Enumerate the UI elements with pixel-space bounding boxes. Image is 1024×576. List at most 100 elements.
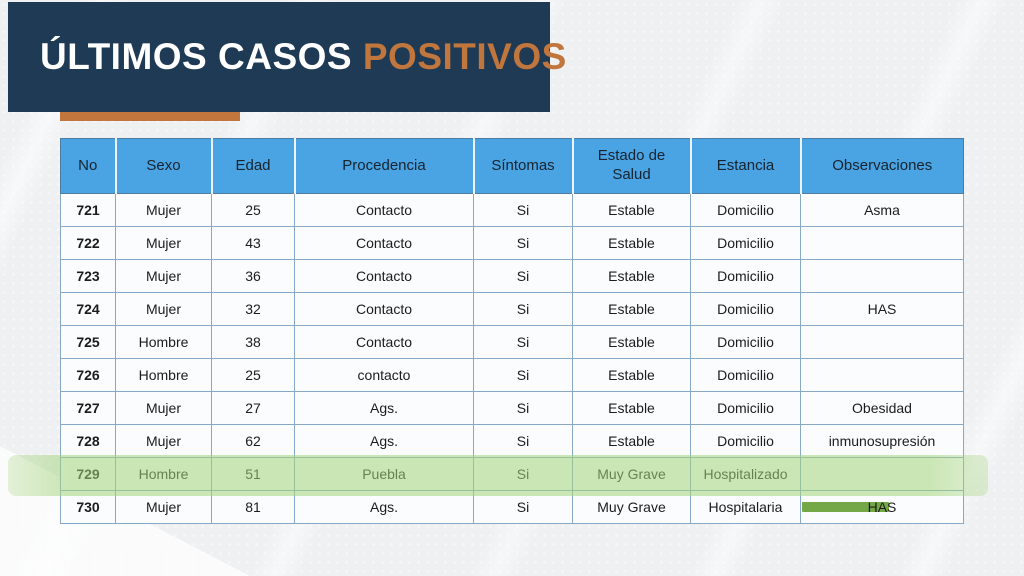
table-cell: Contacto xyxy=(294,292,474,326)
table-cell: Contacto xyxy=(294,325,474,359)
table-cell: Mujer xyxy=(115,193,212,227)
table-cell: 38 xyxy=(211,325,295,359)
table-row: 730 Mujer 81 Ags. Si Muy Grave Hospitalaria HAS xyxy=(60,490,964,524)
table-cell: Domicilio xyxy=(690,325,801,359)
table-cell: Si xyxy=(473,358,573,392)
table-cell xyxy=(800,457,964,491)
page-title: ÚLTIMOS CASOS POSITIVOS xyxy=(40,36,567,78)
table-cell: Estable xyxy=(572,292,691,326)
table-cell: 27 xyxy=(211,391,295,425)
table-cell: Si xyxy=(473,391,573,425)
table-cell: Ags. xyxy=(294,391,474,425)
table-cell: Ags. xyxy=(294,490,474,524)
table-cell: Si xyxy=(473,259,573,293)
table-cell: Estable xyxy=(572,424,691,458)
column-header: Estado de Salud xyxy=(571,138,691,194)
table-row: 723 Mujer 36 Contacto Si Estable Domicilio xyxy=(60,259,964,293)
table-row: 724 Mujer 32 Contacto Si Estable Domicilio HAS xyxy=(60,292,964,326)
table-cell: Contacto xyxy=(294,259,474,293)
table-row: 726 Hombre 25 contacto Si Estable Domicilio xyxy=(60,358,964,392)
table-cell: 722 xyxy=(60,226,116,260)
table-cell: Si xyxy=(473,490,573,524)
table-cell: Estable xyxy=(572,193,691,227)
table-cell: Muy Grave xyxy=(572,490,691,524)
table-cell: 723 xyxy=(60,259,116,293)
page-title-accent: POSITIVOS xyxy=(362,36,567,77)
table-cell: HAS xyxy=(800,292,964,326)
table-cell: Mujer xyxy=(115,292,212,326)
table-cell: Estable xyxy=(572,226,691,260)
table-cell: Obesidad xyxy=(800,391,964,425)
table-cell: 43 xyxy=(211,226,295,260)
column-header: No xyxy=(60,138,116,194)
table-cell: Mujer xyxy=(115,259,212,293)
table-cell: Domicilio xyxy=(690,193,801,227)
table-header-row: No Sexo Edad Procedencia Síntomas Estado de S… xyxy=(60,138,964,194)
table-cell: Hombre xyxy=(115,457,212,491)
table-cell: Domicilio xyxy=(690,259,801,293)
table-row: 729 Hombre 51 Puebla Si Muy Grave Hospitalizad… xyxy=(60,457,964,491)
table-cell: inmunosupresión xyxy=(800,424,964,458)
column-header: Observaciones xyxy=(799,138,964,194)
table-cell: Estable xyxy=(572,325,691,359)
table-cell: Contacto xyxy=(294,193,474,227)
table-cell: Domicilio xyxy=(690,292,801,326)
table-cell: Mujer xyxy=(115,391,212,425)
table-cell: Mujer xyxy=(115,226,212,260)
observation-text: HAS xyxy=(867,499,897,515)
table-cell: 721 xyxy=(60,193,116,227)
cases-table: No Sexo Edad Procedencia Síntomas Estado de S… xyxy=(60,138,964,524)
table-cell: Asma xyxy=(800,193,964,227)
table-cell: Estable xyxy=(572,358,691,392)
title-banner: ÚLTIMOS CASOS POSITIVOS xyxy=(8,2,566,112)
table-cell: Estable xyxy=(572,259,691,293)
table-cell: 729 xyxy=(60,457,116,491)
column-header: Síntomas xyxy=(472,138,573,194)
table-cell xyxy=(800,259,964,293)
table-row: 727 Mujer 27 Ags. Si Estable Domicilio Obesidad xyxy=(60,391,964,425)
cases-table-body: 721 Mujer 25 Contacto Si Estable Domicilio Asma… xyxy=(60,193,964,524)
table-row: 725 Hombre 38 Contacto Si Estable Domicilio xyxy=(60,325,964,359)
table-cell: 726 xyxy=(60,358,116,392)
table-cell: Si xyxy=(473,292,573,326)
table-cell: 725 xyxy=(60,325,116,359)
table-cell: Si xyxy=(473,193,573,227)
table-cell: contacto xyxy=(294,358,474,392)
table-cell: Domicilio xyxy=(690,358,801,392)
table-cell: Hospitalizado xyxy=(690,457,801,491)
table-cell: Mujer xyxy=(115,490,212,524)
cases-table-container: No Sexo Edad Procedencia Síntomas Estado de S… xyxy=(60,138,964,524)
table-cell: HAS xyxy=(800,490,964,524)
table-cell: Estable xyxy=(572,391,691,425)
table-cell: Si xyxy=(473,226,573,260)
table-cell xyxy=(800,325,964,359)
table-cell: Si xyxy=(473,424,573,458)
column-header: Sexo xyxy=(114,138,212,194)
table-cell: Si xyxy=(473,325,573,359)
table-cell: Domicilio xyxy=(690,226,801,260)
page-title-primary: ÚLTIMOS CASOS xyxy=(40,36,353,77)
table-row: 721 Mujer 25 Contacto Si Estable Domicilio Asma xyxy=(60,193,964,227)
table-cell: Hospitalaria xyxy=(690,490,801,524)
title-accent-bar xyxy=(60,112,240,121)
table-row: 722 Mujer 43 Contacto Si Estable Domicilio xyxy=(60,226,964,260)
table-cell xyxy=(800,358,964,392)
table-cell: Domicilio xyxy=(690,424,801,458)
table-cell: 62 xyxy=(211,424,295,458)
table-cell: 81 xyxy=(211,490,295,524)
table-cell: Contacto xyxy=(294,226,474,260)
table-cell: Ags. xyxy=(294,424,474,458)
table-cell: Si xyxy=(473,457,573,491)
table-cell: 724 xyxy=(60,292,116,326)
table-cell: Puebla xyxy=(294,457,474,491)
table-cell: Muy Grave xyxy=(572,457,691,491)
table-row: 728 Mujer 62 Ags. Si Estable Domicilio inmunosu… xyxy=(60,424,964,458)
table-cell: 730 xyxy=(60,490,116,524)
table-cell: Hombre xyxy=(115,358,212,392)
column-header: Estancia xyxy=(689,138,801,194)
table-cell: 51 xyxy=(211,457,295,491)
table-cell: 25 xyxy=(211,358,295,392)
table-cell: Hombre xyxy=(115,325,212,359)
column-header: Procedencia xyxy=(293,138,474,194)
table-cell: 25 xyxy=(211,193,295,227)
